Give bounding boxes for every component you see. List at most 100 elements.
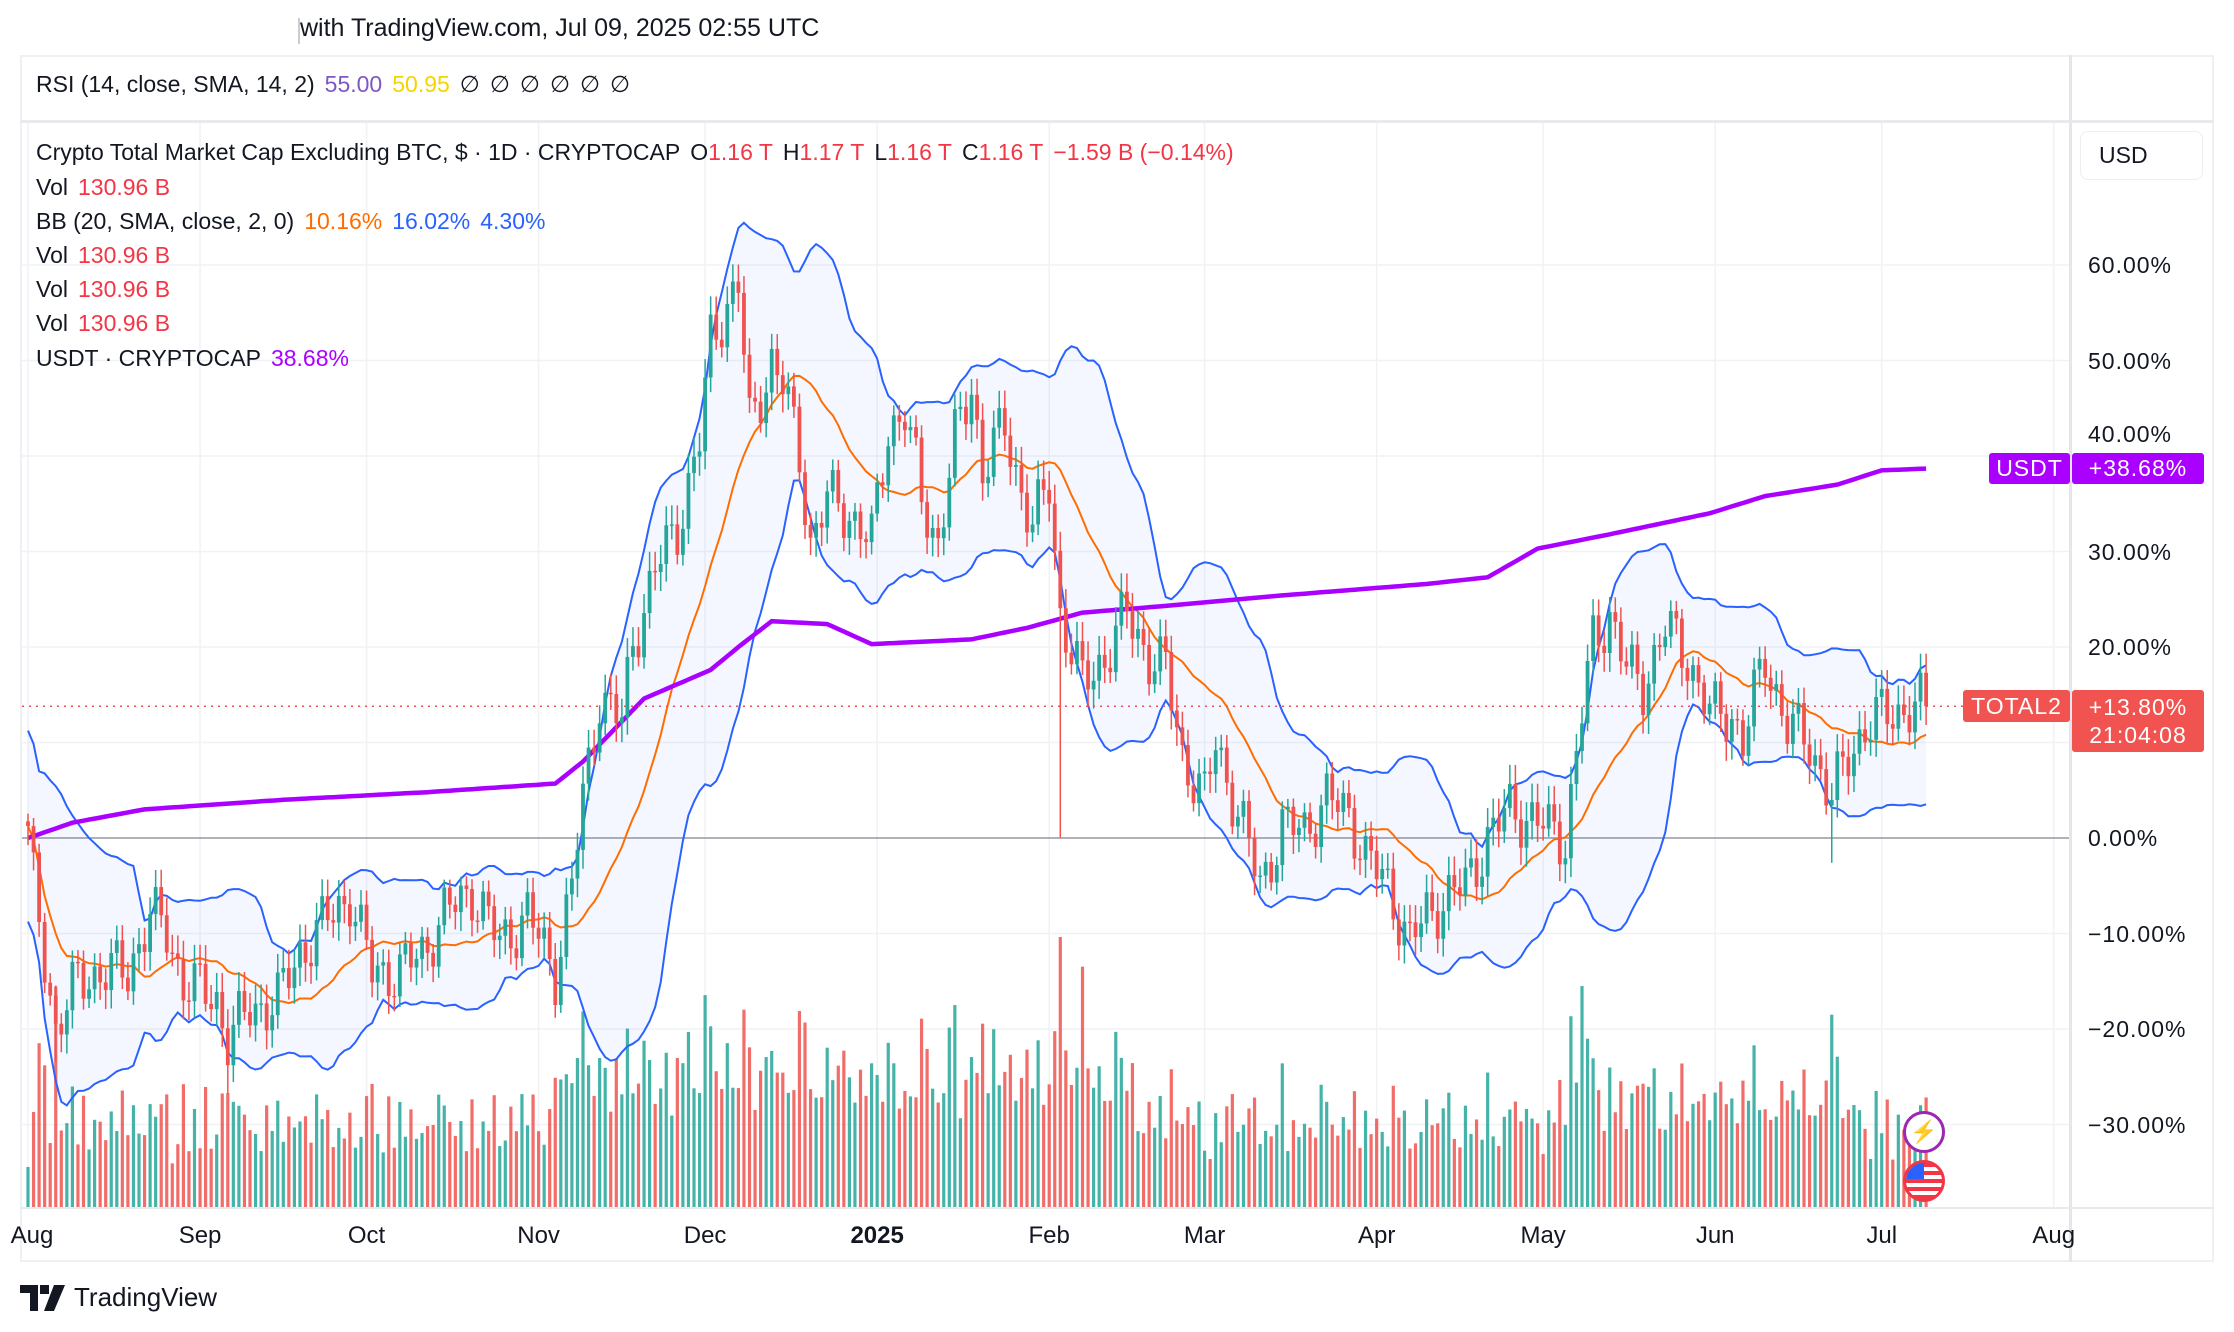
volume-bar: [1136, 1131, 1140, 1207]
candle: [370, 926, 374, 998]
candle: [109, 938, 114, 1009]
candle-body: [370, 939, 374, 983]
candle-body: [947, 477, 952, 528]
candle-body: [1569, 784, 1573, 859]
volume-bar: [126, 1135, 130, 1207]
candle-body: [126, 977, 130, 992]
candle: [1569, 766, 1573, 878]
candle-body: [1485, 827, 1490, 877]
candle: [120, 925, 125, 990]
volume-bar: [104, 1140, 108, 1207]
candle: [608, 674, 613, 710]
candle-body: [453, 904, 458, 913]
rsi-legend[interactable]: RSI (14, close, SMA, 14, 2) 55.00 50.95 ∅ ∅ ∅…: [36, 71, 640, 98]
candle-body: [1419, 923, 1423, 938]
candle-body: [1646, 683, 1651, 715]
volume-bar: [1863, 1128, 1867, 1207]
candle: [1574, 733, 1579, 801]
candle: [259, 984, 263, 1023]
candle-body: [847, 520, 852, 538]
volume-bar: [692, 1088, 696, 1207]
symbol-legend[interactable]: Crypto Total Market Cap Excluding BTC, $…: [36, 139, 1244, 166]
candle-body: [536, 927, 541, 939]
candle: [653, 551, 658, 591]
bollinger-lower-line: [27, 479, 1927, 1107]
candle-body: [1868, 739, 1873, 743]
candle-body: [803, 472, 807, 526]
candle: [1102, 635, 1107, 684]
candle-body: [1757, 658, 1762, 670]
candles: [26, 264, 1928, 1094]
volume-bar: [31, 1112, 36, 1207]
candle-body: [37, 852, 41, 922]
candle-body: [647, 570, 652, 614]
candle: [1335, 788, 1340, 830]
candle-body: [1341, 792, 1346, 812]
lightning-event-icon[interactable]: ⚡: [1903, 1111, 1945, 1153]
candle-body: [392, 995, 397, 998]
volume-bar: [198, 1148, 202, 1207]
candle: [1080, 621, 1085, 675]
volume-bar: [936, 1102, 940, 1207]
volume-bar: [1585, 1038, 1590, 1207]
candle-body: [264, 1003, 269, 1031]
tradingview-logo[interactable]: TradingView: [20, 1282, 217, 1313]
usdt-legend[interactable]: USDT · CRYPTOCAP 38.68%: [36, 345, 359, 372]
rsi-empty: ∅: [459, 71, 480, 97]
candle: [1047, 470, 1052, 522]
volume-bar: [1241, 1124, 1246, 1207]
candle-body: [1141, 628, 1146, 645]
candle-body: [42, 921, 47, 983]
volume-legend[interactable]: Vol 130.96 B: [36, 174, 180, 201]
volume-bar: [1724, 1104, 1728, 1207]
volume-bar: [120, 1090, 124, 1207]
candle-body: [991, 427, 996, 477]
bb-legend[interactable]: BB (20, SMA, close, 2, 0) 10.16% 16.02% 4.3…: [36, 208, 555, 235]
volume-bar: [1663, 1129, 1667, 1207]
candle: [1236, 805, 1240, 840]
candle-body: [1408, 921, 1412, 924]
candle-body: [897, 415, 902, 422]
pane-separator[interactable]: [20, 120, 2214, 123]
candle-body: [292, 967, 297, 989]
volume-bar: [426, 1126, 430, 1207]
candle: [1036, 460, 1040, 536]
volume-bar: [1474, 1119, 1479, 1207]
candle-body: [930, 527, 935, 538]
volume-bar: [154, 1116, 158, 1207]
volume-legend[interactable]: Vol 130.96 B: [36, 242, 180, 269]
volume-bar: [1397, 1117, 1401, 1207]
volume-bar: [1247, 1108, 1251, 1207]
candle-body: [597, 723, 602, 753]
volume-bar: [65, 1123, 69, 1207]
currency-button[interactable]: USD: [2080, 131, 2203, 180]
candle: [1091, 661, 1096, 709]
candle: [725, 286, 730, 362]
volume-bar: [1536, 1123, 1540, 1207]
candle: [1857, 711, 1862, 766]
volume-bar: [342, 1138, 346, 1207]
candle: [392, 983, 397, 1012]
us-flag-event-icon[interactable]: [1903, 1160, 1945, 1202]
volume-bar: [1635, 1085, 1640, 1207]
volume-bar: [453, 1135, 457, 1207]
candle: [348, 888, 352, 945]
candle: [1913, 682, 1917, 750]
candle-body: [348, 904, 352, 927]
volume-legend[interactable]: Vol 130.96 B: [36, 276, 180, 303]
price-axis-border: [2069, 55, 2072, 1262]
volume-bar: [1064, 1050, 1068, 1207]
candle-body: [1729, 719, 1734, 742]
candle: [508, 906, 513, 965]
candle-body: [1741, 720, 1745, 756]
candle: [858, 503, 863, 558]
volume-bar: [958, 1118, 962, 1207]
candle-body: [625, 656, 630, 718]
candle-body: [703, 377, 707, 452]
volume-legend[interactable]: Vol 130.96 B: [36, 310, 180, 337]
candle: [558, 940, 563, 1013]
volume-bar: [1674, 1114, 1678, 1207]
candle: [1158, 619, 1163, 685]
candle: [597, 705, 602, 762]
